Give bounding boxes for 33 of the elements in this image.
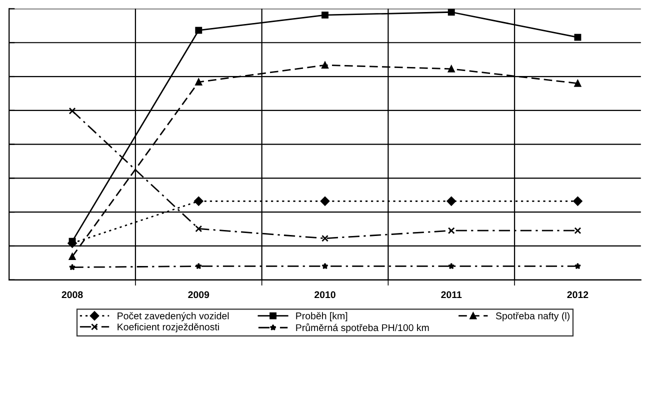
point	[322, 12, 328, 19]
point	[574, 227, 582, 234]
point	[68, 107, 76, 114]
point	[446, 196, 456, 206]
point	[68, 264, 76, 270]
x-tick-label: 2011	[441, 291, 462, 298]
point	[195, 225, 202, 232]
point	[573, 196, 582, 206]
point	[574, 34, 582, 41]
point	[574, 80, 582, 87]
point	[322, 262, 328, 270]
point	[194, 196, 204, 206]
legend-label: Průměrná spotřeba PH/100 km	[296, 323, 429, 334]
point	[195, 78, 202, 86]
x-tick-label: 2008	[62, 291, 83, 298]
point	[322, 62, 328, 69]
point	[574, 262, 582, 270]
legend-label: Počet zavedených vozidel	[118, 312, 229, 322]
point	[322, 234, 328, 242]
legend-label: Proběh [km]	[296, 312, 348, 322]
x-tick-label: 2010	[314, 291, 336, 298]
point	[195, 26, 202, 34]
legend-label: Spotřeba nafty (l)	[496, 312, 570, 322]
point	[448, 227, 455, 234]
point	[448, 8, 455, 16]
legend-label: Koeficient rozježděnosti	[118, 323, 219, 332]
x-tick-label: 2012	[567, 291, 588, 298]
point	[448, 65, 455, 72]
point	[68, 253, 76, 260]
x-tick-label: 2009	[188, 291, 210, 298]
point	[448, 262, 455, 270]
point	[320, 196, 330, 206]
point	[195, 262, 202, 270]
